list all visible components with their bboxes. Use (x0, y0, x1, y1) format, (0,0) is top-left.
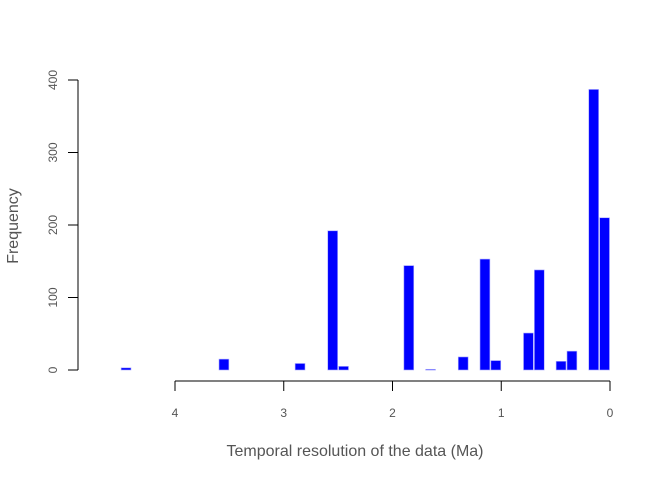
x-axis-label: Temporal resolution of the data (Ma) (226, 443, 483, 460)
histogram-bar (555, 360, 567, 371)
bars-group (120, 89, 610, 371)
histogram-bar (457, 356, 469, 371)
histogram-bar (403, 265, 415, 371)
y-tick-label: 300 (46, 142, 60, 162)
histogram-bar (425, 368, 436, 371)
y-tick-label: 100 (46, 287, 60, 307)
x-tick-label: 1 (498, 406, 505, 420)
y-tick-label: 0 (46, 366, 60, 373)
y-axis-label: Frequency (5, 188, 22, 264)
histogram-bar (479, 258, 491, 371)
histogram-bar (534, 269, 545, 371)
histogram-bar (599, 217, 610, 371)
histogram-bar (294, 363, 306, 371)
y-tick-label: 400 (46, 70, 60, 90)
histogram-bar (566, 350, 578, 371)
x-axis: 4 3 2 1 0 (172, 380, 614, 420)
histogram-bar (523, 332, 534, 371)
histogram-bar (338, 366, 349, 371)
x-tick-label: 0 (607, 406, 614, 420)
x-tick-label: 3 (280, 406, 287, 420)
histogram-bar (588, 89, 599, 371)
histogram-bar (490, 360, 502, 371)
x-tick-label: 4 (172, 406, 179, 420)
y-tick-label: 200 (46, 215, 60, 235)
histogram-bar (327, 230, 338, 371)
histogram-bar (120, 367, 132, 371)
x-tick-label: 2 (389, 406, 396, 420)
histogram-bar (218, 358, 230, 371)
y-axis: 0 100 200 300 400 (46, 70, 79, 373)
